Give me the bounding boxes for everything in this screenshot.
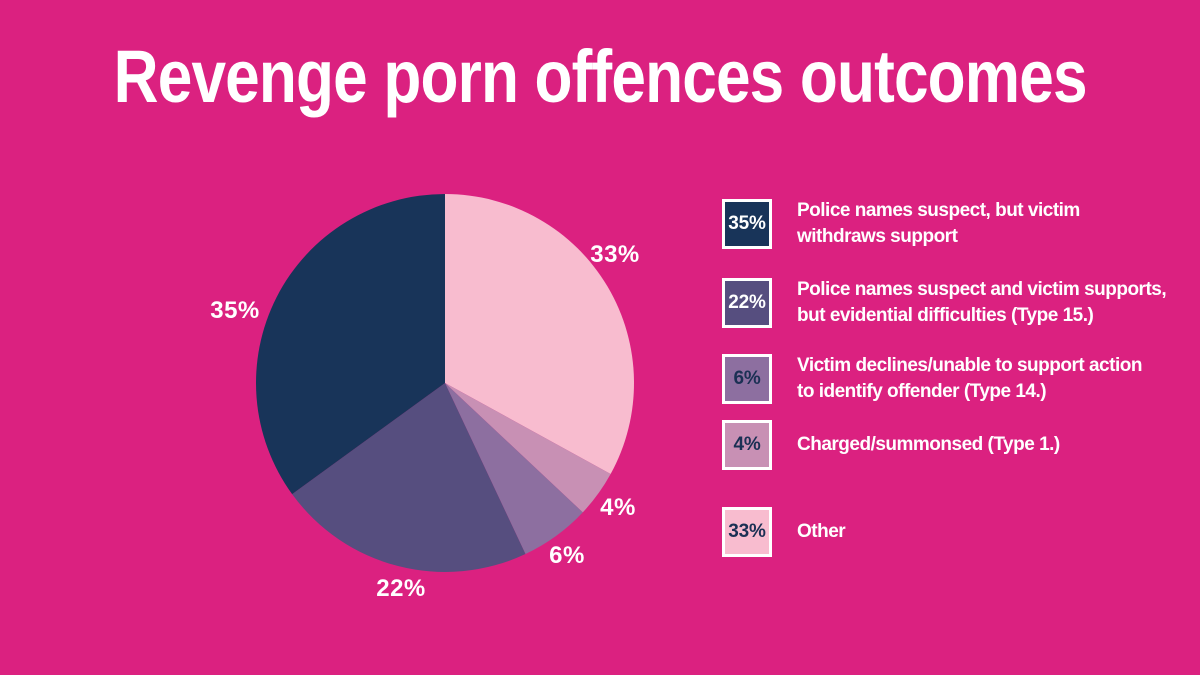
pie-callout-33: 33% bbox=[590, 241, 640, 268]
legend-item-33: 33% Other bbox=[722, 507, 846, 557]
pie-slice-22 bbox=[292, 383, 526, 572]
pie-slice-35 bbox=[256, 194, 445, 495]
legend-swatch: 33% bbox=[722, 507, 772, 557]
pie-callout-35: 35% bbox=[210, 297, 260, 324]
pie-slice-4 bbox=[445, 383, 611, 513]
legend-label: Police names suspect and victim supports… bbox=[797, 279, 1167, 326]
legend-item-22: 22% Police names suspect and victim supp… bbox=[722, 277, 1167, 329]
legend-item-35: 35% Police names suspect, but victim wit… bbox=[722, 198, 1080, 250]
legend-swatch: 6% bbox=[722, 354, 772, 404]
legend-swatch-percent: 35% bbox=[728, 213, 766, 234]
pie-slice-6 bbox=[445, 383, 583, 555]
legend-item-4: 4% Charged/summonsed (Type 1.) bbox=[722, 420, 1060, 470]
legend-swatch-percent: 6% bbox=[733, 368, 761, 389]
pie-callout-6: 6% bbox=[549, 542, 585, 569]
legend-item-6: 6% Victim declines/unable to support act… bbox=[722, 353, 1142, 405]
legend-swatch-percent: 22% bbox=[728, 292, 766, 313]
pie-callout-22: 22% bbox=[376, 575, 426, 602]
legend-swatch: 35% bbox=[722, 199, 772, 249]
legend-swatch-percent: 33% bbox=[728, 521, 766, 542]
pie-callout-4: 4% bbox=[600, 494, 636, 521]
page-title-text: Revenge porn offences outcomes bbox=[113, 35, 1087, 118]
legend-label: Charged/summonsed (Type 1.) bbox=[797, 434, 1060, 455]
page-title: Revenge porn offences outcomes bbox=[0, 40, 1200, 114]
legend-label: Victim declines/unable to support action… bbox=[797, 355, 1142, 402]
legend-label: Other bbox=[797, 521, 846, 542]
legend-swatch-percent: 4% bbox=[733, 434, 761, 455]
legend-swatch: 4% bbox=[722, 420, 772, 470]
pie-slice-33 bbox=[445, 194, 634, 475]
legend-swatch: 22% bbox=[722, 278, 772, 328]
legend-label: Police names suspect, but victim withdra… bbox=[797, 200, 1080, 247]
